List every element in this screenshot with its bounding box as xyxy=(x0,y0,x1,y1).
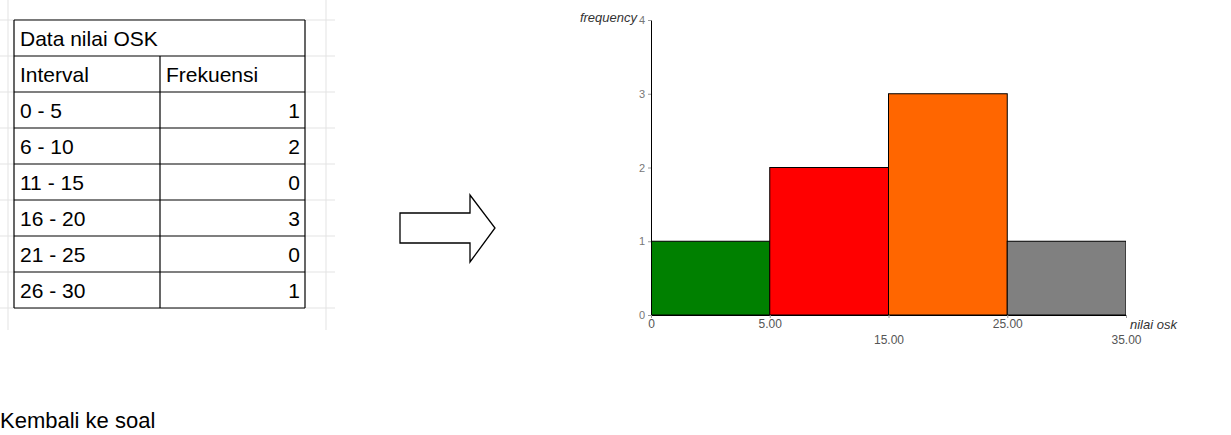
sheet-grid-line xyxy=(0,56,335,57)
x-tick-label: 25.00 xyxy=(993,317,1023,331)
sheet-grid-line xyxy=(0,20,335,21)
table-background xyxy=(14,20,305,308)
x-tick: 15.00 xyxy=(874,315,904,347)
table-cell: 0 xyxy=(288,243,300,266)
sheet-grid-line xyxy=(0,92,335,93)
table-cell: 26 - 30 xyxy=(20,279,85,302)
table-cell: 0 - 5 xyxy=(20,99,62,122)
y-tick-label: 1 xyxy=(639,235,645,247)
table-cell: 2 xyxy=(288,135,300,158)
y-tick-mark xyxy=(648,94,651,95)
sheet-grid-line xyxy=(8,0,9,330)
y-axis-line xyxy=(651,21,652,316)
table-cell: 16 - 20 xyxy=(20,207,85,230)
canvas: Data nilai OSKIntervalFrekuensi0 - 516 -… xyxy=(0,0,1231,435)
x-tick-mark xyxy=(889,315,890,318)
y-tick-label: 0 xyxy=(639,309,645,321)
bar xyxy=(651,241,770,315)
table-cell: 11 - 15 xyxy=(20,171,84,194)
table-cell: 1 xyxy=(288,99,300,122)
y-tick-mark xyxy=(648,20,651,21)
y-axis-title: frequency xyxy=(580,10,639,25)
y-tick: 4 xyxy=(639,14,651,26)
sheet-grid-line xyxy=(0,200,335,201)
table-col-line xyxy=(304,20,305,308)
table-col-line xyxy=(13,20,14,308)
table-row-line xyxy=(14,19,305,20)
table-cell: 3 xyxy=(288,207,300,230)
y-tick-label: 2 xyxy=(639,162,645,174)
y-tick: 3 xyxy=(639,88,651,100)
footer-text: Kembali ke soal xyxy=(0,408,155,433)
x-tick-label: 5.00 xyxy=(759,317,783,331)
sheet-grid-line xyxy=(0,236,335,237)
table-cell: 1 xyxy=(288,279,300,302)
y-tick-mark xyxy=(648,241,651,242)
x-tick-mark xyxy=(1126,315,1127,318)
x-tick: 5.00 xyxy=(759,315,783,331)
y-tick-label: 4 xyxy=(639,14,645,26)
x-tick-label: 15.00 xyxy=(874,333,904,347)
sheet-grid-line xyxy=(326,0,327,330)
x-tick-label: 0 xyxy=(648,317,655,331)
table-col-line xyxy=(159,56,160,308)
table-header: Frekuensi xyxy=(166,63,258,86)
y-tick: 1 xyxy=(639,235,651,247)
data-table: Data nilai OSKIntervalFrekuensi0 - 516 -… xyxy=(14,20,305,308)
y-axis: 0 1 2 3 4 xyxy=(639,14,652,321)
x-axis: 0 5.00 15.00 25.00 35.00 xyxy=(648,315,1142,347)
sheet-grid-line xyxy=(0,128,335,129)
table-title: Data nilai OSK xyxy=(20,27,158,50)
x-tick: 25.00 xyxy=(993,315,1023,331)
table-cell: 0 xyxy=(288,171,300,194)
sheet-grid-line xyxy=(0,308,335,309)
bar xyxy=(1007,241,1126,315)
y-tick-label: 3 xyxy=(639,88,645,100)
sheet-grid-line xyxy=(0,164,335,165)
arrow xyxy=(400,195,495,262)
sheet-grid xyxy=(0,0,335,330)
sheet-grid-line xyxy=(0,272,335,273)
x-tick: 0 xyxy=(648,315,655,331)
table-header: Interval xyxy=(20,63,89,86)
y-tick: 2 xyxy=(639,162,651,174)
bars xyxy=(651,94,1126,315)
y-tick-mark xyxy=(648,168,651,169)
bar xyxy=(889,94,1008,315)
table-cell: 21 - 25 xyxy=(20,243,85,266)
table-cell: 6 - 10 xyxy=(20,135,74,158)
x-tick-label: 35.00 xyxy=(1111,333,1141,347)
x-axis-title: nilai osk xyxy=(1130,317,1178,332)
bar xyxy=(770,168,889,316)
